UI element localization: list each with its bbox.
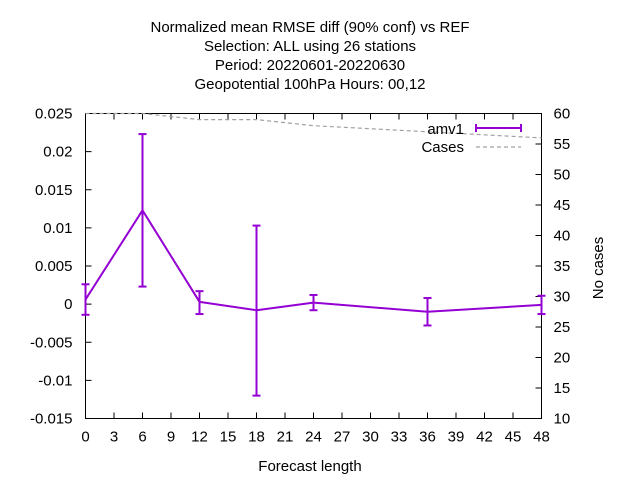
axis-ticks bbox=[85, 113, 542, 419]
y-tick-label: 0.005 bbox=[35, 258, 73, 275]
x-axis-tick-labels: 0 3 6 9 12 15 18 21 24 27 30 33 36 39 42 45 48 bbox=[81, 429, 550, 446]
legend-sample-amv1 bbox=[475, 124, 522, 132]
y2-tick-label: 10 bbox=[554, 411, 571, 428]
amv1-errorbar bbox=[537, 294, 546, 316]
y-tick-label: -0.005 bbox=[30, 334, 73, 351]
x-tick-label: 39 bbox=[448, 429, 465, 446]
y2-tick-label: 60 bbox=[554, 106, 571, 123]
y2-axis-label: No cases bbox=[590, 237, 607, 300]
x-tick-label: 6 bbox=[138, 429, 146, 446]
x-tick-label: 30 bbox=[362, 429, 379, 446]
y-tick-label: 0.01 bbox=[43, 220, 72, 237]
amv1-errorbar bbox=[195, 290, 204, 316]
x-tick-label: 15 bbox=[220, 429, 237, 446]
y2-axis-tick-labels: 60 55 50 45 40 35 30 25 20 15 10 bbox=[554, 106, 571, 428]
chart-title: Normalized mean RMSE diff (90% conf) vs … bbox=[151, 19, 470, 93]
amv1-errorbar bbox=[81, 283, 90, 316]
y2-tick-label: 15 bbox=[554, 380, 571, 397]
x-tick-label: 12 bbox=[191, 429, 208, 446]
y2-tick-label: 30 bbox=[554, 289, 571, 306]
y2-tick-label: 55 bbox=[554, 136, 571, 153]
x-tick-label: 18 bbox=[248, 429, 265, 446]
x-tick-label: 0 bbox=[81, 429, 89, 446]
x-tick-label: 27 bbox=[334, 429, 351, 446]
y-axis-tick-labels: 0.025 0.02 0.015 0.01 0.005 0 -0.005 -0.01 -0.01… bbox=[30, 106, 73, 428]
x-tick-label: 33 bbox=[391, 429, 408, 446]
y-tick-label: 0 bbox=[64, 296, 72, 313]
x-tick-label: 36 bbox=[419, 429, 436, 446]
y2-tick-label: 20 bbox=[554, 350, 571, 367]
title-line-2: Selection: ALL using 26 stations bbox=[204, 38, 416, 55]
title-line-3: Period: 20220601-20220630 bbox=[215, 57, 405, 74]
cases-line bbox=[85, 112, 542, 139]
y-tick-label: 0.015 bbox=[35, 182, 73, 199]
y-tick-label: 0.025 bbox=[35, 106, 73, 123]
x-tick-label: 45 bbox=[505, 429, 522, 446]
x-tick-label: 24 bbox=[305, 429, 322, 446]
x-tick-label: 9 bbox=[167, 429, 175, 446]
x-tick-label: 3 bbox=[110, 429, 118, 446]
y2-tick-label: 35 bbox=[554, 258, 571, 275]
plot-frame bbox=[85, 113, 542, 419]
legend: amv1 Cases bbox=[421, 121, 522, 156]
y2-tick-label: 25 bbox=[554, 319, 571, 336]
x-tick-label: 42 bbox=[476, 429, 493, 446]
y-tick-label: -0.01 bbox=[38, 372, 72, 389]
amv1-errorbar bbox=[423, 297, 432, 327]
series-cases bbox=[85, 112, 542, 139]
x-tick-label: 48 bbox=[533, 429, 550, 446]
y-tick-label: 0.02 bbox=[43, 144, 72, 161]
y2-tick-label: 40 bbox=[554, 228, 571, 245]
legend-label-cases: Cases bbox=[421, 139, 464, 156]
y2-tick-label: 50 bbox=[554, 167, 571, 184]
amv1-errorbar bbox=[138, 133, 147, 288]
amv1-errorbar bbox=[252, 224, 261, 397]
series-amv1 bbox=[81, 133, 546, 397]
x-tick-label: 21 bbox=[277, 429, 294, 446]
y2-tick-label: 45 bbox=[554, 197, 571, 214]
title-line-1: Normalized mean RMSE diff (90% conf) vs … bbox=[151, 19, 470, 36]
x-axis-label: Forecast length bbox=[258, 458, 361, 475]
y-tick-label: -0.015 bbox=[30, 411, 73, 428]
legend-label-amv1: amv1 bbox=[427, 121, 464, 138]
title-line-4: Geopotential 100hPa Hours: 00,12 bbox=[195, 76, 426, 93]
amv1-errorbar bbox=[309, 293, 318, 312]
